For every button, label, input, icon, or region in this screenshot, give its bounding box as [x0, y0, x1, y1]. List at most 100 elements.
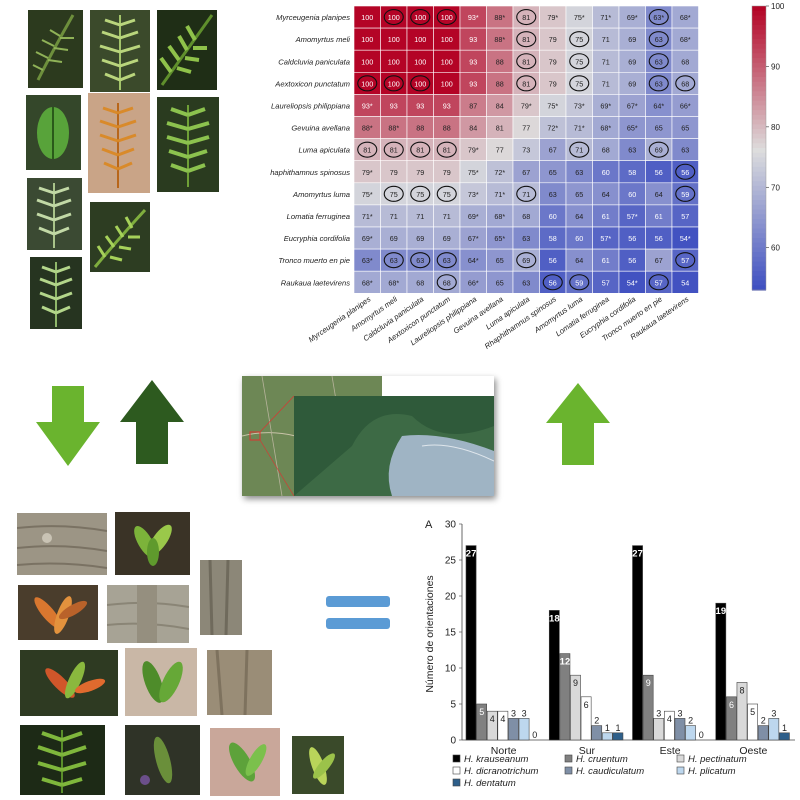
heatmap-cell-value: 75: [575, 57, 583, 66]
heatmap-cell-value: 71: [602, 79, 610, 88]
heatmap-cell-value: 93: [469, 57, 477, 66]
y-tick-label: 25: [445, 556, 457, 567]
colorbar-segment: [752, 181, 766, 187]
colorbar-tick-label: 80: [771, 123, 780, 132]
bar-value-label: 2: [761, 716, 766, 726]
colorbar-segment: [752, 266, 766, 272]
heatmap-cell-circle: [516, 185, 537, 202]
legend-swatch: [676, 766, 685, 775]
heatmap-cell-value: 79: [549, 57, 557, 66]
heatmap-cell-value: 88*: [494, 35, 505, 44]
x-category-label: Este: [660, 745, 681, 757]
heatmap-cell-value: 64: [655, 190, 663, 199]
heatmap-cell-value: 54*: [627, 278, 638, 287]
arrow-up-right-icon: [546, 383, 610, 465]
colorbar-segment: [752, 285, 766, 291]
bar: [757, 725, 769, 741]
heatmap-cell-value: 93: [469, 79, 477, 88]
colorbar-segment: [752, 214, 766, 220]
bar: [768, 718, 780, 741]
heatmap-cell-value: 63: [575, 168, 583, 177]
heatmap-cell-value: 69: [522, 256, 530, 265]
heatmap-cell-circle: [569, 274, 590, 291]
heatmap-cell-circle: [542, 274, 563, 291]
bar-value-label: 3: [677, 708, 682, 718]
heatmap-cell-value: 79: [390, 168, 398, 177]
colorbar-segment: [752, 157, 766, 163]
x-category-label: Sur: [579, 745, 596, 757]
legend-label: H. caudiculatum: [576, 766, 644, 777]
bar-value-label: 19: [716, 606, 727, 617]
colorbar-segment: [752, 124, 766, 130]
heatmap-cell-circle: [436, 141, 457, 158]
bar-value-label: 18: [549, 613, 560, 624]
heatmap-row-label: Rhaphithamnus spinosus: [270, 168, 350, 177]
epiphyte-photo-4: [125, 648, 197, 716]
bar-value-label: 6: [729, 700, 734, 710]
heatmap-cell-value: 100: [414, 35, 426, 44]
colorbar-segment: [752, 190, 766, 196]
colorbar-segment: [752, 39, 766, 45]
colorbar-segment: [752, 29, 766, 35]
heatmap-cell-value: 79: [549, 35, 557, 44]
heatmap-row-label: Eucryphia cordifolia: [284, 234, 350, 243]
colorbar-tick-label: 100: [771, 2, 785, 11]
fern-photo-5: [88, 93, 150, 193]
heatmap-cell-value: 57*: [627, 212, 638, 221]
colorbar-segment: [752, 204, 766, 211]
bar-value-label: 2: [688, 716, 693, 726]
heatmap-cell-value: 75*: [547, 101, 558, 110]
heatmap-cell-circle: [410, 8, 431, 26]
colorbar-tick-label: 70: [771, 183, 780, 192]
legend-swatch: [676, 754, 685, 763]
heatmap-cell-value: 100: [361, 57, 373, 66]
heatmap-cell-value: 57: [655, 278, 663, 287]
heatmap-cell-value: 60: [549, 212, 557, 221]
heatmap-cell-value: 75: [416, 190, 424, 199]
heatmap-cell-value: 88*: [362, 124, 373, 133]
bar: [642, 674, 654, 741]
heatmap-cell-value: 88: [443, 124, 451, 133]
legend-label: H. krauseanum: [464, 754, 529, 765]
heatmap-cell-value: 88: [416, 124, 424, 133]
heatmap-cell-value: 68: [443, 278, 451, 287]
heatmap-cell-value: 63: [628, 146, 636, 155]
heatmap-cell-value: 65: [575, 190, 583, 199]
heatmap-cell-circle: [516, 252, 537, 269]
heatmap-cell-circle: [648, 53, 669, 70]
heatmap-cell-circle: [436, 274, 457, 291]
bar-value-label: 1: [782, 723, 787, 733]
bar-value-label: 3: [656, 708, 661, 718]
fern-photo-6: [157, 97, 219, 192]
heatmap-cell-value: 56: [655, 168, 663, 177]
colorbar-segment: [752, 129, 766, 135]
heatmap-cell-value: 67: [549, 146, 557, 155]
epiphyte-photo-6: [125, 725, 200, 795]
y-tick-label: 30: [445, 520, 457, 531]
colorbar-segment: [752, 15, 766, 21]
similarity-heatmap: 100 100 100 100 93* 88* 81 79* 75* 71* 69* 63* 68* 10…: [270, 2, 785, 351]
heatmap-cell-value: 71: [575, 146, 583, 155]
colorbar-segment: [752, 271, 766, 277]
heatmap-cell-value: 100: [361, 79, 373, 88]
heatmap-cell-value: 69: [655, 146, 663, 155]
bar: [508, 718, 519, 741]
heatmap-cell-value: 64: [575, 212, 583, 221]
heatmap-cell-value: 57*: [600, 234, 611, 243]
heatmap-cell-value: 79*: [468, 146, 479, 155]
heatmap-cell-value: 81: [416, 146, 424, 155]
heatmap-cell-value: 65: [681, 124, 689, 133]
colorbar-segment: [752, 252, 766, 258]
heatmap-row-label: Aextoxicon punctatum: [274, 79, 350, 88]
heatmap-cell-value: 61: [602, 212, 610, 221]
heatmap-cell-value: 100: [388, 13, 400, 22]
colorbar-segment: [752, 219, 766, 225]
heatmap-cell-value: 67*: [468, 234, 479, 243]
y-axis-label: Número de orientaciones: [424, 575, 436, 692]
heatmap-row-label: Gevuina avellana: [291, 124, 350, 133]
fern-photo-4: [26, 95, 81, 170]
heatmap-cell-value: 100: [388, 79, 400, 88]
heatmap-cell-circle: [410, 252, 431, 269]
y-tick-label: 10: [445, 664, 457, 675]
heatmap-row-label: Raukaua laetevirens: [281, 278, 350, 287]
